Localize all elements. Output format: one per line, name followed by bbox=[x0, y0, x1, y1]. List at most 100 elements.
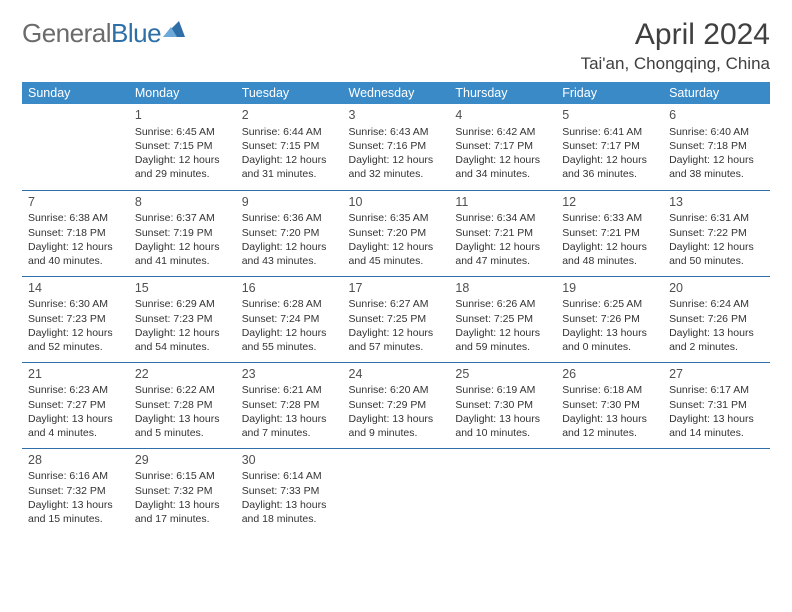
sunrise-line: Sunrise: 6:15 AM bbox=[135, 469, 230, 483]
sunset-line: Sunset: 7:24 PM bbox=[242, 312, 337, 326]
sunset-line: Sunset: 7:28 PM bbox=[242, 398, 337, 412]
day-number: 10 bbox=[349, 194, 444, 211]
sunrise-line: Sunrise: 6:14 AM bbox=[242, 469, 337, 483]
sunrise-line: Sunrise: 6:17 AM bbox=[669, 383, 764, 397]
day-number: 16 bbox=[242, 280, 337, 297]
day-number: 22 bbox=[135, 366, 230, 383]
day-number: 27 bbox=[669, 366, 764, 383]
day-number: 9 bbox=[242, 194, 337, 211]
daylight-line: Daylight: 12 hours and 52 minutes. bbox=[28, 326, 123, 354]
sunrise-line: Sunrise: 6:21 AM bbox=[242, 383, 337, 397]
sunset-line: Sunset: 7:26 PM bbox=[562, 312, 657, 326]
calendar-day-cell: 4Sunrise: 6:42 AMSunset: 7:17 PMDaylight… bbox=[449, 104, 556, 190]
sunrise-line: Sunrise: 6:35 AM bbox=[349, 211, 444, 225]
day-number: 4 bbox=[455, 107, 550, 124]
weekday-header: Thursday bbox=[449, 82, 556, 104]
day-number: 11 bbox=[455, 194, 550, 211]
calendar-day-cell bbox=[556, 448, 663, 534]
sunset-line: Sunset: 7:30 PM bbox=[455, 398, 550, 412]
daylight-line: Daylight: 12 hours and 31 minutes. bbox=[242, 153, 337, 181]
title-block: April 2024 Tai'an, Chongqing, China bbox=[581, 18, 770, 74]
location: Tai'an, Chongqing, China bbox=[581, 54, 770, 74]
sunset-line: Sunset: 7:32 PM bbox=[135, 484, 230, 498]
daylight-line: Daylight: 12 hours and 34 minutes. bbox=[455, 153, 550, 181]
sunset-line: Sunset: 7:20 PM bbox=[242, 226, 337, 240]
sunset-line: Sunset: 7:23 PM bbox=[28, 312, 123, 326]
weekday-header: Sunday bbox=[22, 82, 129, 104]
sunset-line: Sunset: 7:32 PM bbox=[28, 484, 123, 498]
sunset-line: Sunset: 7:16 PM bbox=[349, 139, 444, 153]
calendar-day-cell: 7Sunrise: 6:38 AMSunset: 7:18 PMDaylight… bbox=[22, 190, 129, 276]
sunrise-line: Sunrise: 6:45 AM bbox=[135, 125, 230, 139]
day-number: 18 bbox=[455, 280, 550, 297]
daylight-line: Daylight: 13 hours and 14 minutes. bbox=[669, 412, 764, 440]
sunrise-line: Sunrise: 6:30 AM bbox=[28, 297, 123, 311]
calendar-day-cell bbox=[663, 448, 770, 534]
sunrise-line: Sunrise: 6:24 AM bbox=[669, 297, 764, 311]
calendar-day-cell: 22Sunrise: 6:22 AMSunset: 7:28 PMDayligh… bbox=[129, 362, 236, 448]
sunrise-line: Sunrise: 6:38 AM bbox=[28, 211, 123, 225]
calendar-body: 1Sunrise: 6:45 AMSunset: 7:15 PMDaylight… bbox=[22, 104, 770, 534]
sunset-line: Sunset: 7:26 PM bbox=[669, 312, 764, 326]
day-number: 23 bbox=[242, 366, 337, 383]
day-number: 14 bbox=[28, 280, 123, 297]
calendar-day-cell: 25Sunrise: 6:19 AMSunset: 7:30 PMDayligh… bbox=[449, 362, 556, 448]
daylight-line: Daylight: 13 hours and 17 minutes. bbox=[135, 498, 230, 526]
sunrise-line: Sunrise: 6:27 AM bbox=[349, 297, 444, 311]
calendar-header-row: SundayMondayTuesdayWednesdayThursdayFrid… bbox=[22, 82, 770, 104]
daylight-line: Daylight: 12 hours and 36 minutes. bbox=[562, 153, 657, 181]
daylight-line: Daylight: 12 hours and 54 minutes. bbox=[135, 326, 230, 354]
sunset-line: Sunset: 7:17 PM bbox=[562, 139, 657, 153]
logo: GeneralBlue bbox=[22, 18, 185, 49]
sunset-line: Sunset: 7:25 PM bbox=[349, 312, 444, 326]
daylight-line: Daylight: 12 hours and 47 minutes. bbox=[455, 240, 550, 268]
logo-text-blue: Blue bbox=[111, 18, 161, 49]
day-number: 25 bbox=[455, 366, 550, 383]
daylight-line: Daylight: 13 hours and 9 minutes. bbox=[349, 412, 444, 440]
day-number: 2 bbox=[242, 107, 337, 124]
day-number: 13 bbox=[669, 194, 764, 211]
sunset-line: Sunset: 7:23 PM bbox=[135, 312, 230, 326]
day-number: 8 bbox=[135, 194, 230, 211]
header: GeneralBlue April 2024 Tai'an, Chongqing… bbox=[22, 18, 770, 74]
calendar-day-cell: 27Sunrise: 6:17 AMSunset: 7:31 PMDayligh… bbox=[663, 362, 770, 448]
day-number: 6 bbox=[669, 107, 764, 124]
sunrise-line: Sunrise: 6:37 AM bbox=[135, 211, 230, 225]
sunset-line: Sunset: 7:29 PM bbox=[349, 398, 444, 412]
calendar-day-cell bbox=[22, 104, 129, 190]
calendar-day-cell: 14Sunrise: 6:30 AMSunset: 7:23 PMDayligh… bbox=[22, 276, 129, 362]
day-number: 26 bbox=[562, 366, 657, 383]
weekday-header: Tuesday bbox=[236, 82, 343, 104]
calendar-day-cell: 21Sunrise: 6:23 AMSunset: 7:27 PMDayligh… bbox=[22, 362, 129, 448]
sunrise-line: Sunrise: 6:42 AM bbox=[455, 125, 550, 139]
calendar-day-cell: 17Sunrise: 6:27 AMSunset: 7:25 PMDayligh… bbox=[343, 276, 450, 362]
calendar-week-row: 14Sunrise: 6:30 AMSunset: 7:23 PMDayligh… bbox=[22, 276, 770, 362]
month-title: April 2024 bbox=[581, 18, 770, 52]
calendar-day-cell: 24Sunrise: 6:20 AMSunset: 7:29 PMDayligh… bbox=[343, 362, 450, 448]
calendar-day-cell: 13Sunrise: 6:31 AMSunset: 7:22 PMDayligh… bbox=[663, 190, 770, 276]
sunset-line: Sunset: 7:17 PM bbox=[455, 139, 550, 153]
calendar-day-cell: 28Sunrise: 6:16 AMSunset: 7:32 PMDayligh… bbox=[22, 448, 129, 534]
sunrise-line: Sunrise: 6:34 AM bbox=[455, 211, 550, 225]
sunset-line: Sunset: 7:20 PM bbox=[349, 226, 444, 240]
calendar-table: SundayMondayTuesdayWednesdayThursdayFrid… bbox=[22, 82, 770, 534]
day-number: 17 bbox=[349, 280, 444, 297]
sunrise-line: Sunrise: 6:25 AM bbox=[562, 297, 657, 311]
calendar-day-cell bbox=[449, 448, 556, 534]
daylight-line: Daylight: 12 hours and 55 minutes. bbox=[242, 326, 337, 354]
sunset-line: Sunset: 7:18 PM bbox=[669, 139, 764, 153]
calendar-day-cell: 9Sunrise: 6:36 AMSunset: 7:20 PMDaylight… bbox=[236, 190, 343, 276]
sunrise-line: Sunrise: 6:29 AM bbox=[135, 297, 230, 311]
day-number: 1 bbox=[135, 107, 230, 124]
sunset-line: Sunset: 7:21 PM bbox=[455, 226, 550, 240]
daylight-line: Daylight: 12 hours and 57 minutes. bbox=[349, 326, 444, 354]
calendar-day-cell: 11Sunrise: 6:34 AMSunset: 7:21 PMDayligh… bbox=[449, 190, 556, 276]
daylight-line: Daylight: 12 hours and 38 minutes. bbox=[669, 153, 764, 181]
sunrise-line: Sunrise: 6:36 AM bbox=[242, 211, 337, 225]
daylight-line: Daylight: 13 hours and 15 minutes. bbox=[28, 498, 123, 526]
sunset-line: Sunset: 7:31 PM bbox=[669, 398, 764, 412]
calendar-day-cell: 20Sunrise: 6:24 AMSunset: 7:26 PMDayligh… bbox=[663, 276, 770, 362]
daylight-line: Daylight: 12 hours and 43 minutes. bbox=[242, 240, 337, 268]
weekday-header: Saturday bbox=[663, 82, 770, 104]
daylight-line: Daylight: 13 hours and 18 minutes. bbox=[242, 498, 337, 526]
